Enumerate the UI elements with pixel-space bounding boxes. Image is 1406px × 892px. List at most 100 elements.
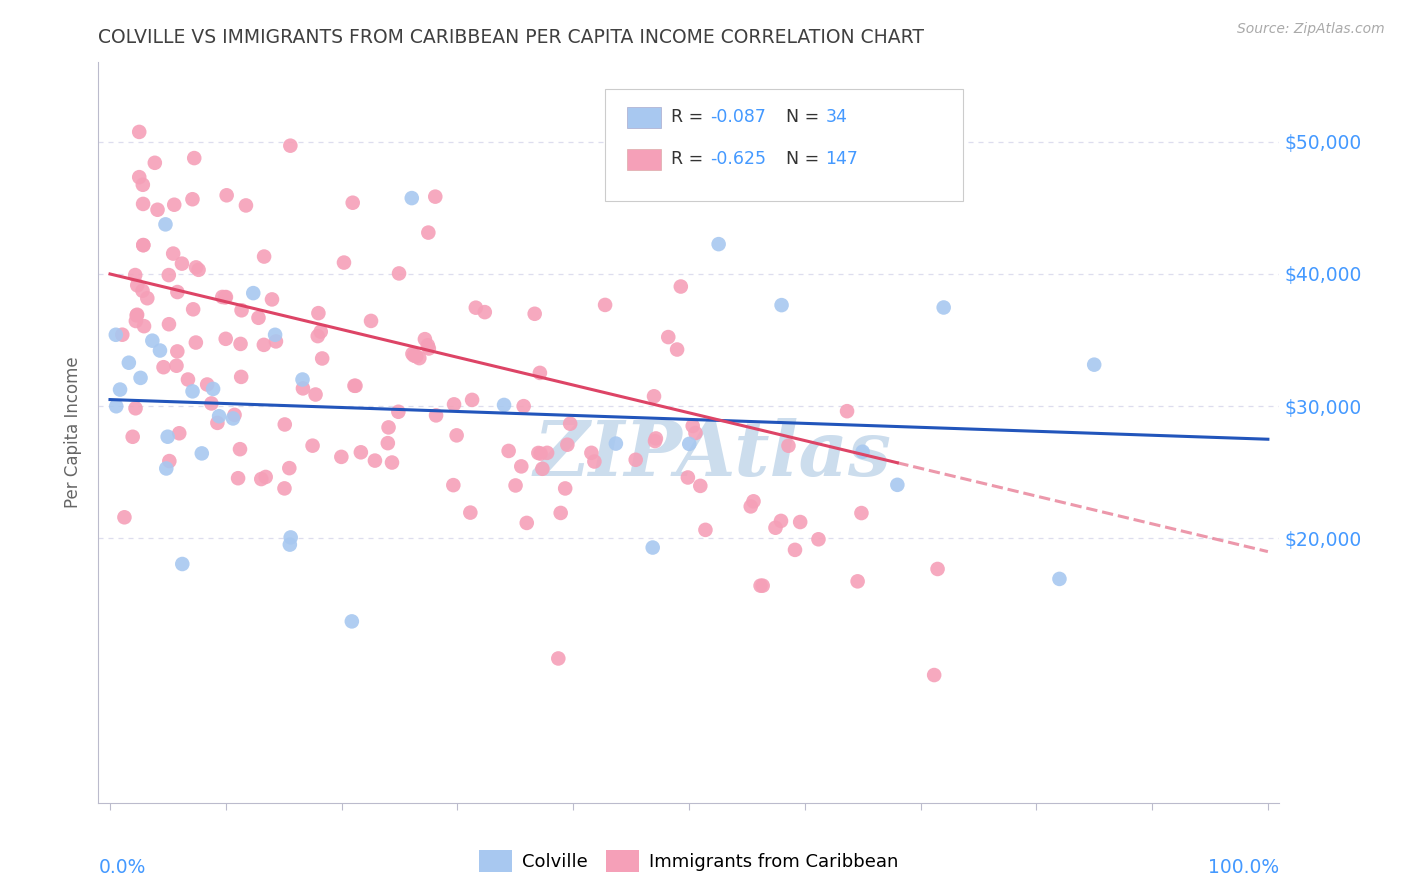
Point — [215, 332, 238, 346]
Point — [132, 178, 155, 192]
Point — [181, 302, 204, 317]
Point — [152, 360, 174, 375]
Text: R =: R = — [671, 150, 709, 168]
Text: N =: N = — [786, 108, 825, 126]
Point — [273, 482, 295, 496]
Point — [163, 198, 186, 212]
Point — [157, 268, 180, 282]
Point — [242, 286, 264, 301]
Point — [657, 330, 679, 344]
Point — [132, 238, 155, 252]
Point — [260, 293, 283, 307]
Point — [350, 445, 373, 459]
Point — [111, 327, 134, 342]
Point — [125, 309, 148, 323]
Point — [593, 298, 616, 312]
Point — [765, 521, 787, 535]
Point — [749, 579, 772, 593]
Point — [166, 344, 188, 359]
Point — [222, 411, 245, 425]
Y-axis label: Per Capita Income: Per Capita Income — [65, 357, 83, 508]
Point — [751, 579, 773, 593]
Point — [531, 462, 554, 476]
Point — [181, 384, 204, 399]
Point — [689, 479, 711, 493]
Point — [127, 308, 149, 322]
Point — [108, 383, 131, 397]
Point — [128, 125, 150, 139]
Point — [177, 372, 200, 386]
Point — [557, 438, 579, 452]
Point — [340, 615, 363, 629]
Point — [388, 267, 411, 281]
Point — [676, 470, 699, 484]
Point — [184, 260, 207, 275]
Point — [200, 396, 222, 410]
Point — [922, 668, 945, 682]
Text: N =: N = — [786, 150, 825, 168]
Point — [132, 238, 155, 252]
Point — [125, 314, 148, 328]
Point — [643, 389, 665, 403]
Point — [195, 377, 218, 392]
Point — [132, 319, 155, 334]
Point — [364, 453, 387, 467]
Point — [143, 156, 166, 170]
Point — [311, 351, 333, 366]
Point — [516, 516, 538, 530]
Point — [510, 459, 533, 474]
Point — [157, 317, 180, 331]
Point — [360, 314, 382, 328]
Point — [183, 151, 205, 165]
Point — [307, 306, 329, 320]
Point — [644, 434, 666, 448]
Point — [846, 574, 869, 589]
Point — [682, 419, 704, 434]
Point — [401, 347, 423, 361]
Point — [377, 420, 399, 434]
Point — [155, 218, 177, 232]
Point — [129, 371, 152, 385]
Point — [807, 533, 830, 547]
Point — [678, 437, 700, 451]
Point — [333, 255, 356, 269]
Point — [505, 478, 527, 492]
Point — [207, 416, 229, 430]
Point — [560, 417, 582, 431]
Point — [253, 338, 276, 352]
Point — [789, 515, 811, 529]
Point — [224, 408, 246, 422]
Point — [527, 446, 550, 460]
Point — [136, 291, 159, 305]
Text: 0.0%: 0.0% — [98, 858, 146, 878]
Point — [742, 494, 765, 508]
Point — [155, 461, 177, 475]
Text: -0.625: -0.625 — [710, 150, 766, 168]
Point — [166, 285, 188, 299]
Point — [278, 538, 301, 552]
Point — [211, 290, 233, 304]
Point — [208, 409, 231, 424]
Text: R =: R = — [671, 108, 709, 126]
Point — [231, 303, 253, 318]
Point — [669, 279, 692, 293]
Point — [464, 301, 486, 315]
Point — [264, 334, 287, 349]
Point — [425, 189, 447, 203]
Point — [131, 284, 153, 298]
Point — [291, 381, 314, 395]
Point — [229, 337, 252, 351]
Text: Source: ZipAtlas.com: Source: ZipAtlas.com — [1237, 22, 1385, 37]
Point — [167, 426, 190, 441]
Point — [141, 334, 163, 348]
Point — [330, 450, 353, 464]
Point — [529, 366, 551, 380]
Point — [146, 202, 169, 217]
Point — [387, 405, 409, 419]
Point — [344, 379, 367, 393]
Point — [191, 446, 214, 460]
Text: COLVILLE VS IMMIGRANTS FROM CARIBBEAN PER CAPITA INCOME CORRELATION CHART: COLVILLE VS IMMIGRANTS FROM CARIBBEAN PE… — [98, 28, 924, 47]
Point — [343, 378, 366, 392]
Point — [301, 439, 323, 453]
Point — [1049, 572, 1071, 586]
